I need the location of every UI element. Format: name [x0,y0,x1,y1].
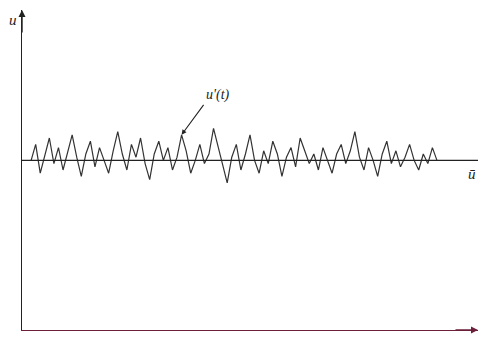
svg-text:u: u [9,12,17,28]
svg-text:u'(t): u'(t) [206,87,230,103]
svg-text:ū: ū [468,166,476,182]
